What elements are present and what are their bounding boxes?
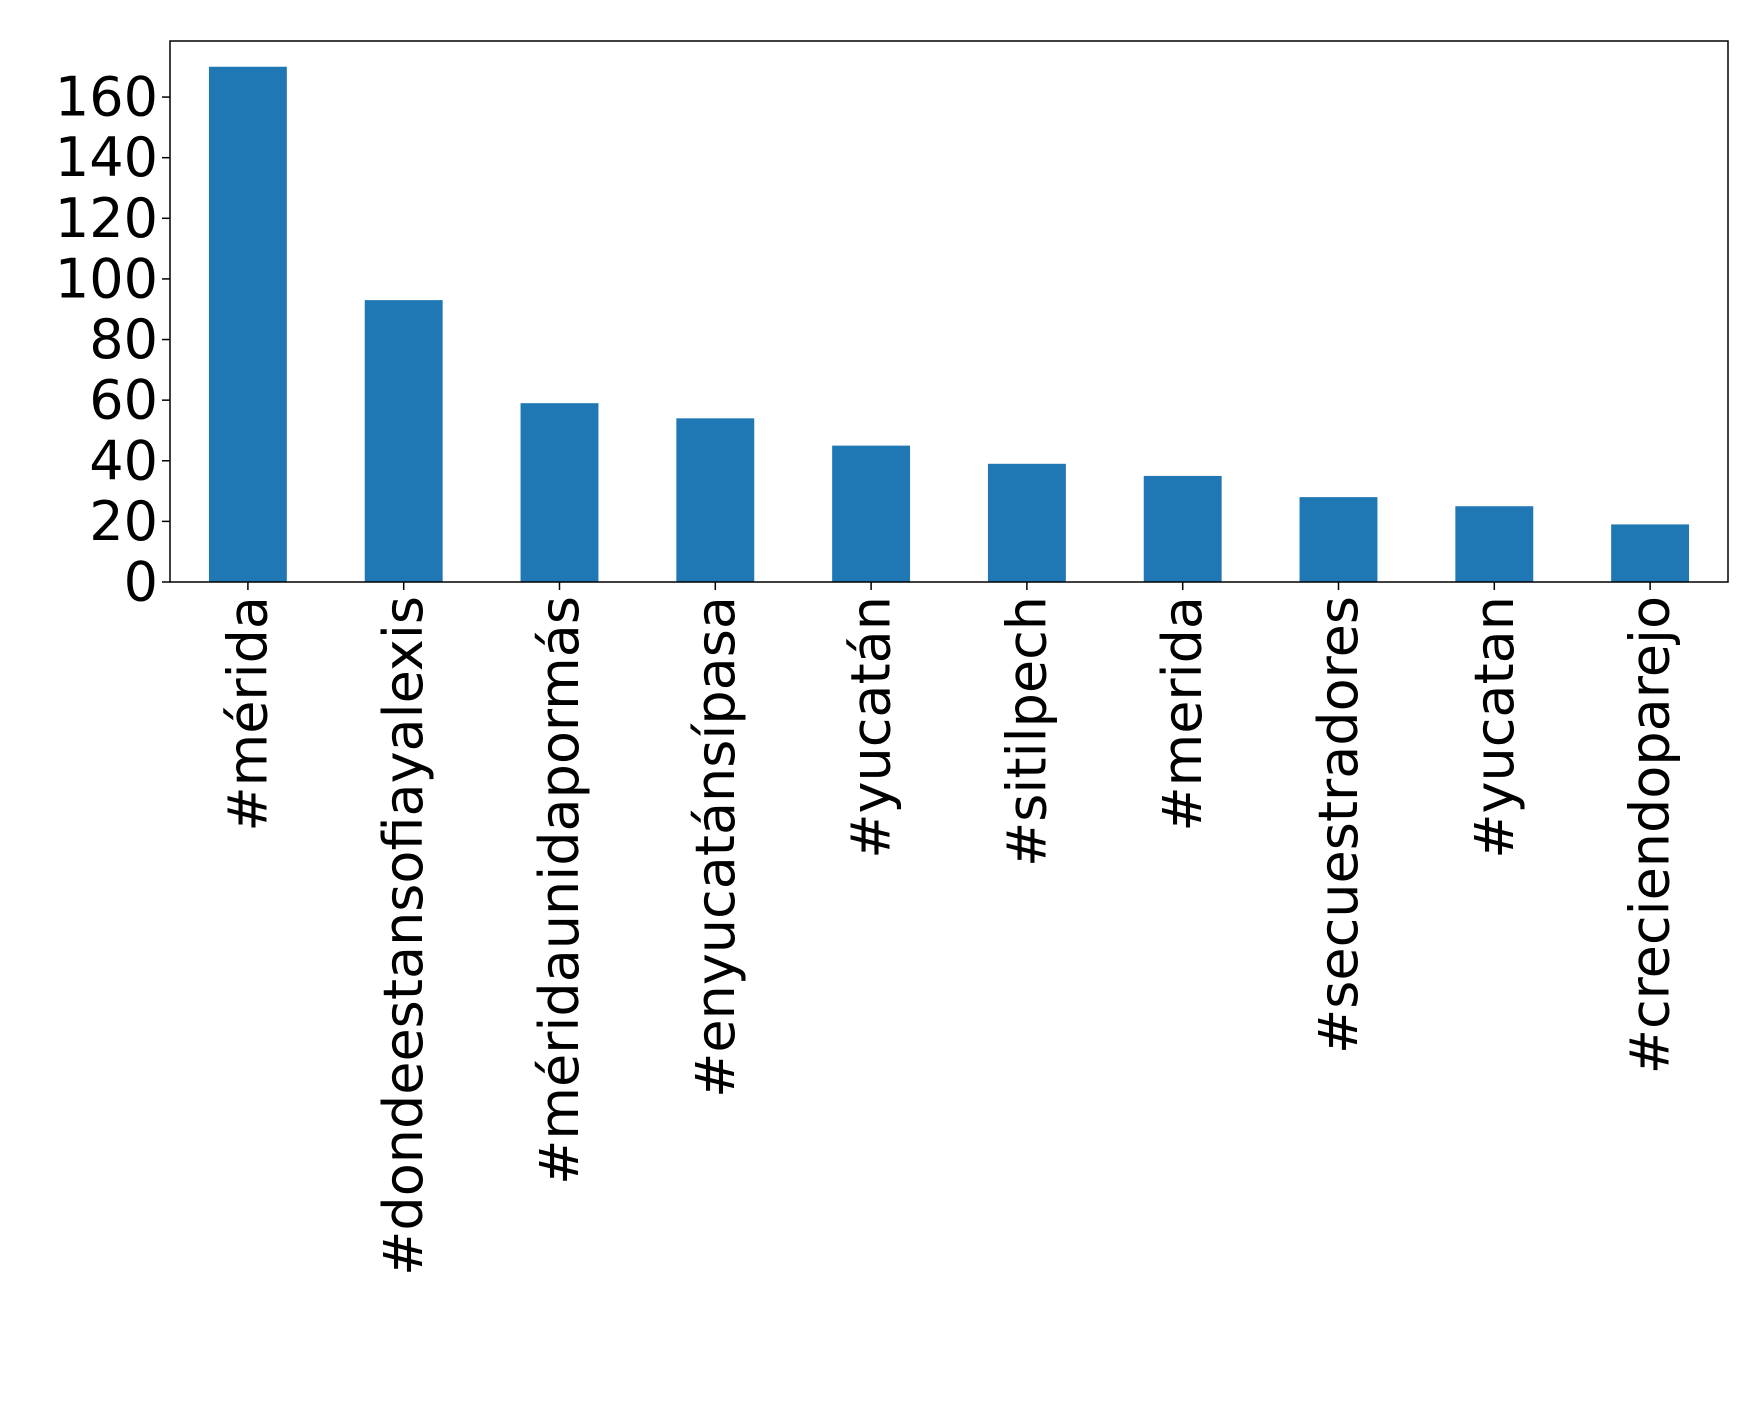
bar	[208, 66, 287, 582]
y-tick-label: 100	[55, 247, 158, 310]
bar	[987, 463, 1066, 582]
x-tick-label: #merida	[1151, 596, 1214, 832]
x-tick-label: #enyucatánsípasa	[684, 596, 747, 1098]
x-tick-label: #dondeestansofiayalexis	[372, 596, 435, 1276]
bar	[364, 300, 443, 582]
plot-frame	[169, 40, 1729, 583]
x-tick-label: #yucatán	[840, 596, 903, 859]
bar	[1455, 506, 1534, 582]
x-tick-label: #creciendoparejo	[1619, 596, 1682, 1074]
bar	[1611, 524, 1690, 582]
x-tick-label: #mérida	[216, 596, 279, 832]
y-tick-label: 20	[89, 490, 158, 553]
y-tick-label: 60	[89, 369, 158, 432]
bar	[832, 445, 911, 582]
x-tick-label: #yucatan	[1463, 596, 1526, 859]
y-tick-label: 160	[55, 66, 158, 129]
bar	[520, 403, 599, 582]
x-tick-label: #méridaunidapormás	[528, 596, 591, 1185]
bar	[1299, 497, 1378, 582]
y-tick-label: 0	[124, 551, 158, 614]
y-tick-label: 80	[89, 308, 158, 371]
y-tick-label: 140	[55, 126, 158, 189]
x-tick-label: #secuestradores	[1307, 596, 1370, 1054]
y-tick-label: 40	[89, 429, 158, 492]
bar	[1143, 475, 1222, 582]
bar	[676, 418, 755, 582]
y-tick-label: 120	[55, 187, 158, 250]
x-tick-label: #sitilpech	[995, 596, 1058, 867]
